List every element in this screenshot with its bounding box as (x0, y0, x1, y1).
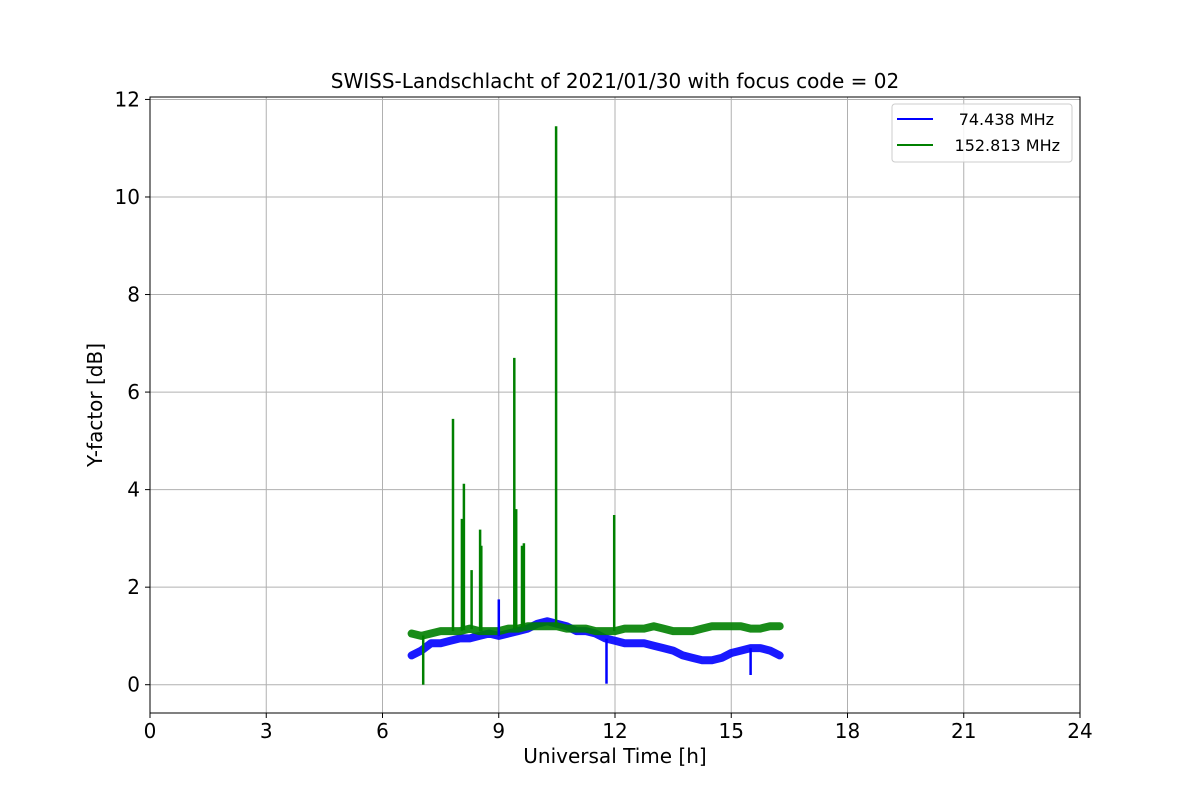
y-tick-label: 0 (127, 673, 140, 697)
legend-label-152mhz: 152.813 MHz (955, 136, 1060, 155)
x-tick-label: 24 (1067, 719, 1092, 743)
x-tick-label: 6 (376, 719, 389, 743)
x-tick-label: 18 (835, 719, 860, 743)
y-tick-label: 4 (127, 478, 140, 502)
x-tick-label: 3 (260, 719, 273, 743)
legend-box (891, 103, 1073, 163)
y-tick-label: 6 (127, 380, 140, 404)
x-tick-label: 0 (144, 719, 157, 743)
y-tick-label: 12 (115, 87, 140, 111)
y-tick-label: 2 (127, 575, 140, 599)
y-axis-label: Y-factor [dB] (83, 343, 107, 468)
y-tick-label: 8 (127, 283, 140, 307)
x-tick-label: 21 (951, 719, 976, 743)
y-tick-label: 10 (115, 185, 140, 209)
legend-label-74mhz: 74.438 MHz (959, 110, 1054, 129)
data-series (407, 126, 784, 685)
x-axis-label: Universal Time [h] (523, 744, 706, 768)
x-tick-label: 9 (492, 719, 505, 743)
chart-title: SWISS-Landschlacht of 2021/01/30 with fo… (331, 69, 899, 93)
legend: 74.438 MHz 152.813 MHz (891, 103, 1073, 163)
x-tick-label: 12 (602, 719, 627, 743)
x-tick-label: 15 (719, 719, 744, 743)
series-line-1 (407, 622, 784, 640)
